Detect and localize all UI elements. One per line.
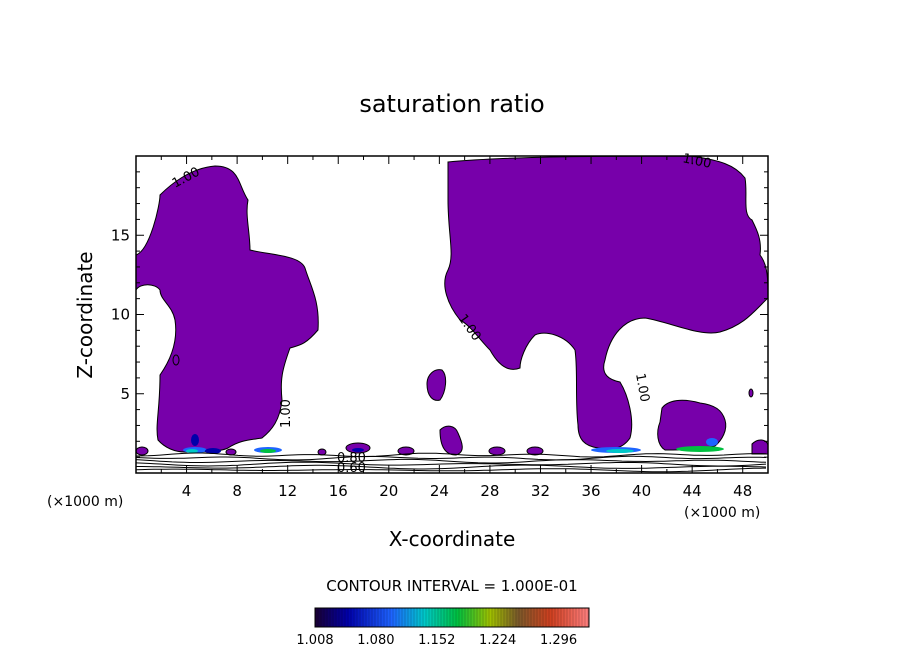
x-tick-label: 48 (733, 482, 752, 500)
cloud-region-24km (426, 369, 447, 401)
surface-contour-line (136, 458, 767, 464)
cell (397, 446, 415, 456)
chart-title: saturation ratio (359, 90, 544, 118)
colorbar-tick-label: 1.296 (540, 633, 577, 648)
cloud-region-40km (657, 399, 727, 451)
axis-ticks (136, 156, 768, 473)
surface-contour-line (136, 464, 767, 470)
core (191, 434, 199, 446)
contour-label: 0.60 (337, 461, 366, 476)
x-tick-label: 8 (232, 482, 242, 500)
colorbar-tick-label: 1.152 (418, 633, 455, 648)
cell (317, 448, 327, 456)
x-axis-label: X-coordinate (389, 527, 516, 551)
cell (526, 446, 544, 456)
x-tick-label: 12 (278, 482, 297, 500)
y-tick-label: 15 (111, 226, 130, 244)
cloud-region-right-edge (751, 439, 768, 455)
contour-label: 1.00 (681, 151, 712, 172)
x-tick-label: 40 (632, 482, 651, 500)
x-unit-right: (×1000 m) (684, 505, 760, 521)
core (205, 448, 221, 454)
colorbar-tick-label: 1.008 (296, 633, 333, 648)
contour-label: 0.80 (337, 451, 366, 466)
x-tick-label: 36 (581, 482, 600, 500)
cell (748, 388, 754, 398)
x-tick-label: 24 (430, 482, 449, 500)
y-axis-label: Z-coordinate (73, 251, 97, 378)
y-tick-label: 10 (111, 306, 130, 324)
surface-contour-line (136, 467, 767, 473)
y-tick-labels: 5 10 15 (111, 226, 130, 403)
x-tick-label: 20 (379, 482, 398, 500)
surface-contour-lines (136, 452, 767, 473)
core (706, 438, 718, 446)
surface-contour-line (136, 452, 767, 458)
saturation-fill-regions (136, 156, 768, 456)
x-tick-label: 16 (329, 482, 348, 500)
colorbar-tick-labels: 1.008 1.080 1.152 1.224 1.296 (296, 633, 577, 648)
contour-label: 1.00 (632, 372, 652, 403)
x-unit-left: (×1000 m) (47, 494, 123, 510)
core (186, 449, 198, 453)
x-tick-label: 28 (480, 482, 499, 500)
x-tick-label: 44 (683, 482, 702, 500)
surface-contour-line (136, 461, 767, 467)
core (260, 449, 276, 453)
y-tick-label: 5 (120, 385, 130, 403)
x-tick-label: 32 (531, 482, 550, 500)
cloud-region-left (136, 165, 319, 453)
core (676, 446, 724, 452)
cell (172, 354, 180, 366)
core (606, 449, 634, 453)
cell (136, 446, 149, 456)
colorbar (314, 607, 590, 628)
surface-contour-line (136, 455, 767, 461)
colorbar-tick-label: 1.080 (357, 633, 394, 648)
cloud-region-right (444, 156, 768, 450)
colorbar-divisions (317, 608, 589, 627)
cloud-region-25km-low (439, 425, 463, 456)
core (352, 448, 364, 452)
contour-label: 1.00 (279, 399, 294, 428)
contour-interval-text: CONTOUR INTERVAL = 1.000E-01 (326, 577, 577, 595)
cell (488, 446, 506, 456)
colorbar-tick-label: 1.224 (479, 633, 516, 648)
x-tick-label: 4 (182, 482, 192, 500)
x-tick-labels: 4 8 12 16 20 24 28 32 36 40 44 48 (182, 482, 752, 500)
